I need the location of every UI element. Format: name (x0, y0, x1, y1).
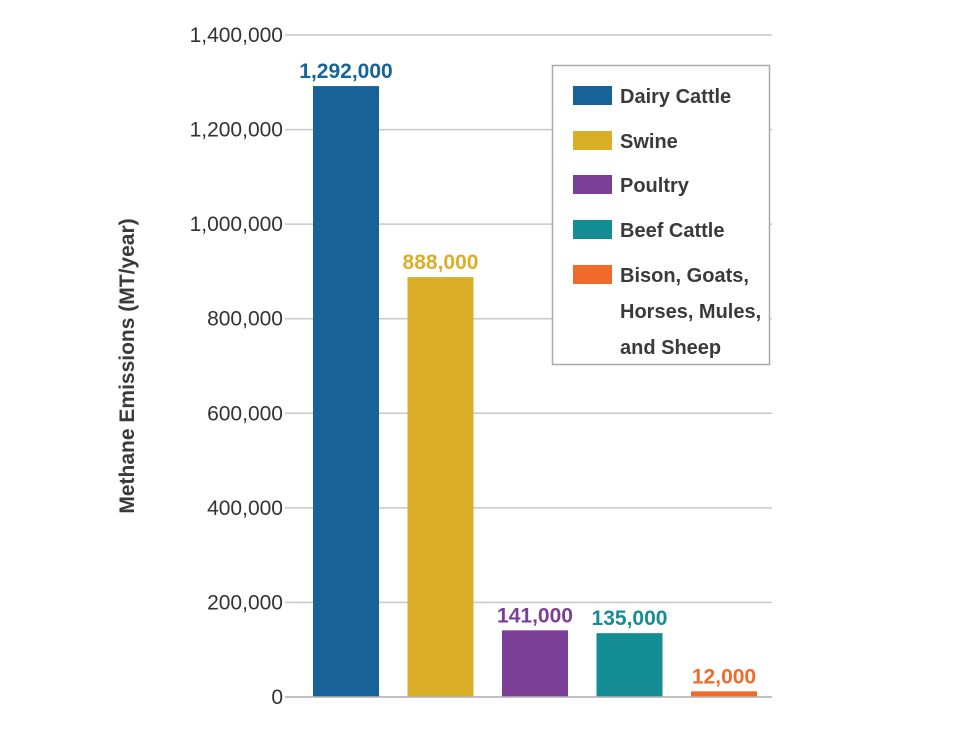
data-label: 135,000 (592, 607, 668, 630)
y-tick-label: 400,000 (207, 497, 283, 520)
bars (285, 86, 772, 698)
legend: Dairy Cattle Swine Poultry Beef Cattle Bison… (551, 64, 771, 366)
legend-item: Beef Cattle (573, 220, 724, 242)
legend-swatch (573, 86, 612, 105)
legend-label: Swine (620, 131, 678, 153)
y-tick-label: 1,400,000 (190, 24, 283, 47)
legend-label: and Sheep (620, 337, 721, 359)
legend-swatch (573, 131, 612, 150)
y-tick-label: 600,000 (207, 402, 283, 425)
y-tick-label: 1,200,000 (190, 119, 283, 142)
y-tick-label: 1,000,000 (190, 213, 283, 236)
legend-label: Dairy Cattle (620, 86, 731, 108)
bar-1 (313, 86, 379, 697)
legend-swatch (573, 175, 612, 194)
legend-item: Dairy Cattle (573, 86, 731, 108)
bar-3 (502, 630, 568, 697)
data-label: 141,000 (497, 604, 573, 627)
legend-item: Poultry (573, 175, 690, 197)
legend-label: Beef Cattle (620, 220, 724, 242)
y-axis-label: Methane Emissions (MT/year) (116, 218, 139, 513)
y-tick-label: 200,000 (207, 591, 283, 614)
y-axis-ticks: 0 200,000 400,000 600,000 800,000 1,000,000 1,… (190, 24, 283, 709)
y-tick-label: 800,000 (207, 308, 283, 331)
bar-2 (407, 277, 474, 697)
bar-4 (596, 633, 663, 697)
data-labels: 1,292,000 888,000 141,000 135,000 12,000 (299, 60, 756, 688)
legend-label: Horses, Mules, (620, 301, 761, 323)
legend-swatch (573, 220, 612, 239)
legend-label: Bison, Goats, (620, 265, 749, 287)
data-label: 1,292,000 (299, 60, 392, 83)
legend-swatch (573, 265, 612, 284)
legend-label: Poultry (620, 175, 690, 197)
data-label: 12,000 (692, 665, 756, 688)
legend-box (551, 64, 771, 366)
data-label: 888,000 (403, 251, 479, 274)
legend-item: Swine (573, 131, 678, 153)
bar-5 (691, 691, 757, 697)
y-tick-label: 0 (271, 686, 283, 709)
legend-item: Bison, Goats, Horses, Mules, and Sheep (573, 265, 761, 359)
